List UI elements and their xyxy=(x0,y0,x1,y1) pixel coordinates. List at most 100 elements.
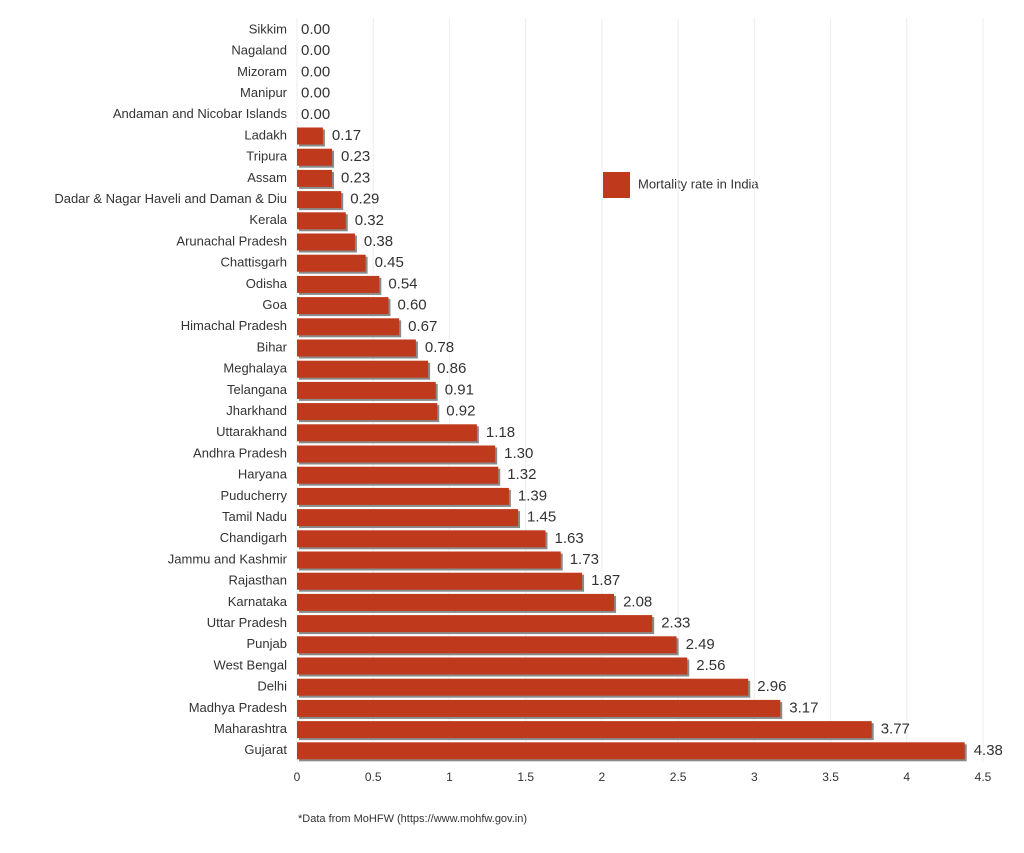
bar xyxy=(297,212,346,230)
value-label: 1.45 xyxy=(527,509,556,526)
bar xyxy=(297,615,653,633)
x-tick-label: 1.5 xyxy=(517,770,534,784)
value-label: 0.23 xyxy=(341,148,370,165)
y-tick-label: Himachal Pradesh xyxy=(181,318,287,333)
bar xyxy=(297,742,965,760)
y-tick-label: Odisha xyxy=(246,276,288,291)
y-tick-label: Maharashtra xyxy=(214,721,288,736)
value-label: 0.45 xyxy=(375,254,404,271)
bar xyxy=(297,233,355,251)
bar xyxy=(297,466,499,484)
y-tick-label: Punjab xyxy=(247,636,287,651)
y-tick-label: Ladakh xyxy=(244,127,287,142)
y-tick-label: Chattisgarh xyxy=(221,255,287,270)
value-label: 0.32 xyxy=(355,212,384,229)
y-tick-label: Jharkhand xyxy=(226,403,287,418)
value-label: 0.92 xyxy=(446,403,475,420)
value-label: 1.30 xyxy=(504,445,533,462)
y-tick-label: Andhra Pradesh xyxy=(193,445,287,460)
x-tick-label: 4.5 xyxy=(975,770,992,784)
bar xyxy=(297,297,389,315)
bar xyxy=(297,530,546,548)
y-tick-label: Sikkim xyxy=(249,21,287,36)
bar xyxy=(297,678,749,696)
value-label: 0.29 xyxy=(350,191,379,208)
x-tick-label: 3.5 xyxy=(822,770,839,784)
y-tick-label: Dadar & Nagar Haveli and Daman & Diu xyxy=(54,191,287,206)
y-tick-label: Delhi xyxy=(257,679,287,694)
value-label: 3.77 xyxy=(881,721,910,738)
bar xyxy=(297,191,342,209)
y-tick-label: Mizoram xyxy=(237,64,287,79)
value-label: 0.54 xyxy=(388,275,417,292)
value-label: 0.17 xyxy=(332,127,361,144)
value-label: 0.00 xyxy=(301,85,330,102)
x-tick-label: 2.5 xyxy=(670,770,687,784)
bar xyxy=(297,593,615,611)
y-tick-label: Madhya Pradesh xyxy=(189,700,287,715)
x-tick-label: 3 xyxy=(751,770,758,784)
value-label: 2.08 xyxy=(623,593,652,610)
y-tick-label: Assam xyxy=(247,170,287,185)
y-tick-label: Telangana xyxy=(227,382,288,397)
y-tick-label: Meghalaya xyxy=(223,361,287,376)
x-tick-label: 4 xyxy=(903,770,910,784)
value-label: 0.91 xyxy=(445,381,474,398)
value-label: 0.60 xyxy=(397,297,426,314)
bar xyxy=(297,403,438,421)
bar xyxy=(297,318,400,336)
bar xyxy=(297,572,583,590)
y-tick-label: Nagaland xyxy=(231,43,287,58)
value-label: 2.33 xyxy=(661,615,690,632)
bar xyxy=(297,339,416,357)
y-tick-label: Arunachal Pradesh xyxy=(176,233,287,248)
y-tick-label: Tripura xyxy=(246,149,287,164)
bar xyxy=(297,424,477,442)
bar xyxy=(297,445,496,463)
value-label: 1.73 xyxy=(570,551,599,568)
value-label: 0.00 xyxy=(301,106,330,123)
bar xyxy=(297,360,429,378)
value-label: 3.17 xyxy=(789,699,818,716)
bar xyxy=(297,509,519,527)
x-tick-label: 1 xyxy=(446,770,453,784)
y-tick-label: Andaman and Nicobar Islands xyxy=(113,106,288,121)
value-label: 0.00 xyxy=(301,21,330,38)
value-label: 0.23 xyxy=(341,169,370,186)
value-label: 0.67 xyxy=(408,318,437,335)
bar xyxy=(297,169,333,187)
value-label: 0.78 xyxy=(425,339,454,356)
bar xyxy=(297,657,688,675)
bar xyxy=(297,487,509,505)
value-label: 2.96 xyxy=(757,678,786,695)
legend-swatch xyxy=(603,172,630,198)
value-label: 1.87 xyxy=(591,572,620,589)
value-label: 1.63 xyxy=(554,530,583,547)
y-tick-label: Bihar xyxy=(257,339,288,354)
y-tick-label: Goa xyxy=(262,297,287,312)
value-label: 2.49 xyxy=(686,636,715,653)
x-tick-label: 0 xyxy=(294,770,301,784)
y-tick-label: Rajasthan xyxy=(228,573,287,588)
value-label: 4.38 xyxy=(974,742,1003,759)
value-label: 1.32 xyxy=(507,466,536,483)
bar xyxy=(297,381,436,399)
y-tick-label: Chandigarh xyxy=(220,530,287,545)
value-label: 1.39 xyxy=(518,487,547,504)
value-label: 2.56 xyxy=(696,657,725,674)
y-tick-label: Uttarakhand xyxy=(216,424,287,439)
bar xyxy=(297,148,333,166)
y-tick-label: Puducherry xyxy=(221,488,288,503)
bar xyxy=(297,551,561,569)
y-tick-label: Kerala xyxy=(249,212,287,227)
y-tick-label: Gujarat xyxy=(244,742,287,757)
value-label: 0.86 xyxy=(437,360,466,377)
value-label: 0.00 xyxy=(301,63,330,80)
bar xyxy=(297,127,323,145)
bar xyxy=(297,721,872,739)
y-tick-label: Karnataka xyxy=(228,594,288,609)
y-tick-label: Jammu and Kashmir xyxy=(168,551,288,566)
bar xyxy=(297,254,366,272)
